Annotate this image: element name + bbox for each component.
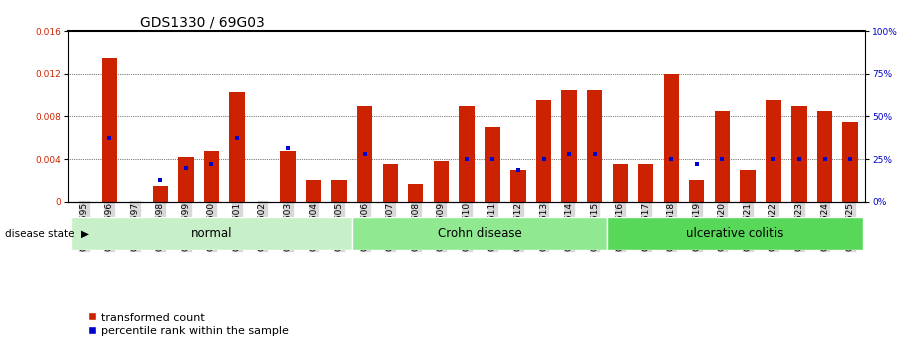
Text: disease state  ▶: disease state ▶ bbox=[5, 229, 88, 239]
Text: normal: normal bbox=[190, 227, 232, 240]
Bar bbox=[485, 127, 500, 202]
Legend: transformed count, percentile rank within the sample: transformed count, percentile rank withi… bbox=[87, 313, 289, 336]
Bar bbox=[408, 184, 424, 202]
Bar bbox=[459, 106, 475, 202]
Bar bbox=[766, 100, 781, 202]
Bar bbox=[101, 58, 117, 202]
Bar bbox=[536, 100, 551, 202]
Bar bbox=[281, 151, 296, 202]
Bar bbox=[663, 74, 679, 202]
Bar bbox=[561, 90, 577, 202]
Bar bbox=[434, 161, 449, 202]
Bar bbox=[230, 92, 245, 202]
Bar bbox=[587, 90, 602, 202]
Bar bbox=[817, 111, 833, 202]
Bar bbox=[689, 180, 704, 202]
Bar bbox=[792, 106, 806, 202]
Bar bbox=[843, 122, 858, 202]
Bar bbox=[741, 170, 755, 202]
Bar bbox=[612, 165, 628, 202]
Bar bbox=[510, 170, 526, 202]
Text: ulcerative colitis: ulcerative colitis bbox=[687, 227, 783, 240]
Bar bbox=[153, 186, 168, 202]
Bar bbox=[306, 180, 322, 202]
Bar bbox=[204, 151, 219, 202]
Bar bbox=[352, 217, 608, 250]
Bar bbox=[638, 165, 653, 202]
Bar bbox=[179, 157, 193, 202]
Text: Crohn disease: Crohn disease bbox=[438, 227, 521, 240]
Bar bbox=[608, 217, 863, 250]
Bar bbox=[715, 111, 730, 202]
Bar bbox=[357, 106, 373, 202]
Bar bbox=[332, 180, 347, 202]
Text: GDS1330 / 69G03: GDS1330 / 69G03 bbox=[140, 16, 265, 30]
Bar bbox=[71, 217, 352, 250]
Bar bbox=[383, 165, 398, 202]
